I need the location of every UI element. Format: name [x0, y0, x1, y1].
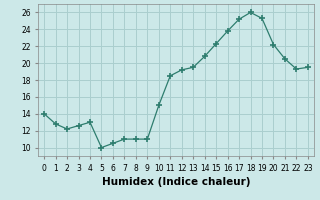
X-axis label: Humidex (Indice chaleur): Humidex (Indice chaleur): [102, 177, 250, 187]
